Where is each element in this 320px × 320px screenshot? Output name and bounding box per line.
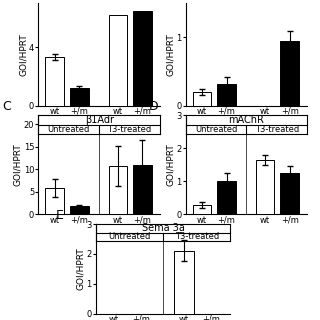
Bar <box>108 166 127 214</box>
Y-axis label: GOI/HPRT: GOI/HPRT <box>166 33 175 76</box>
Text: Untreated: Untreated <box>108 232 151 241</box>
Text: T3-treated: T3-treated <box>255 125 299 134</box>
Y-axis label: GOI/HPRT: GOI/HPRT <box>166 143 175 186</box>
Bar <box>280 173 299 214</box>
Bar <box>256 160 275 214</box>
Bar <box>217 181 236 214</box>
Y-axis label: GOI/HPRT: GOI/HPRT <box>76 247 85 290</box>
Text: E: E <box>56 209 64 222</box>
Bar <box>133 11 152 106</box>
Bar <box>280 41 299 106</box>
Text: T3-treated: T3-treated <box>108 125 152 134</box>
Text: Untreated: Untreated <box>195 125 237 134</box>
Bar <box>173 251 194 314</box>
Bar <box>133 165 152 214</box>
Bar <box>45 57 64 106</box>
Bar <box>70 88 89 106</box>
Text: T3-treated: T3-treated <box>175 232 219 241</box>
Bar <box>217 84 236 106</box>
Bar <box>193 92 211 106</box>
Text: D: D <box>149 100 159 113</box>
Bar <box>45 188 64 214</box>
Y-axis label: GOI/HPRT: GOI/HPRT <box>13 143 22 186</box>
Bar <box>108 15 127 106</box>
Y-axis label: GOI/HPRT: GOI/HPRT <box>19 33 28 76</box>
Text: Sema 3a: Sema 3a <box>142 223 185 234</box>
Text: mAChR: mAChR <box>228 115 264 125</box>
Bar <box>193 205 211 214</box>
Bar <box>70 206 89 214</box>
Text: β1Adr: β1Adr <box>85 115 114 125</box>
Text: Untreated: Untreated <box>48 125 90 134</box>
Text: B: B <box>149 0 158 1</box>
Text: C: C <box>2 100 11 113</box>
Text: A: A <box>2 0 11 1</box>
